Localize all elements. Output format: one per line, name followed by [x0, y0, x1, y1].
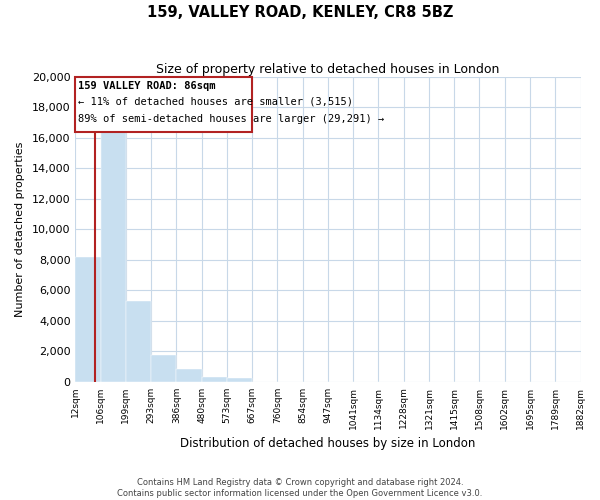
Bar	[176, 370, 202, 382]
Y-axis label: Number of detached properties: Number of detached properties	[15, 142, 25, 317]
FancyBboxPatch shape	[76, 76, 253, 132]
Text: Contains HM Land Registry data © Crown copyright and database right 2024.
Contai: Contains HM Land Registry data © Crown c…	[118, 478, 482, 498]
Title: Size of property relative to detached houses in London: Size of property relative to detached ho…	[156, 62, 500, 76]
Bar	[126, 301, 151, 382]
X-axis label: Distribution of detached houses by size in London: Distribution of detached houses by size …	[180, 437, 476, 450]
Bar	[151, 355, 176, 382]
Bar	[101, 130, 126, 382]
Text: 159 VALLEY ROAD: 86sqm: 159 VALLEY ROAD: 86sqm	[78, 81, 215, 91]
Bar	[76, 256, 101, 382]
Bar	[227, 378, 253, 382]
Text: ← 11% of detached houses are smaller (3,515): ← 11% of detached houses are smaller (3,…	[78, 96, 353, 106]
Text: 89% of semi-detached houses are larger (29,291) →: 89% of semi-detached houses are larger (…	[78, 114, 385, 124]
Text: 159, VALLEY ROAD, KENLEY, CR8 5BZ: 159, VALLEY ROAD, KENLEY, CR8 5BZ	[147, 5, 453, 20]
Bar	[202, 377, 227, 382]
